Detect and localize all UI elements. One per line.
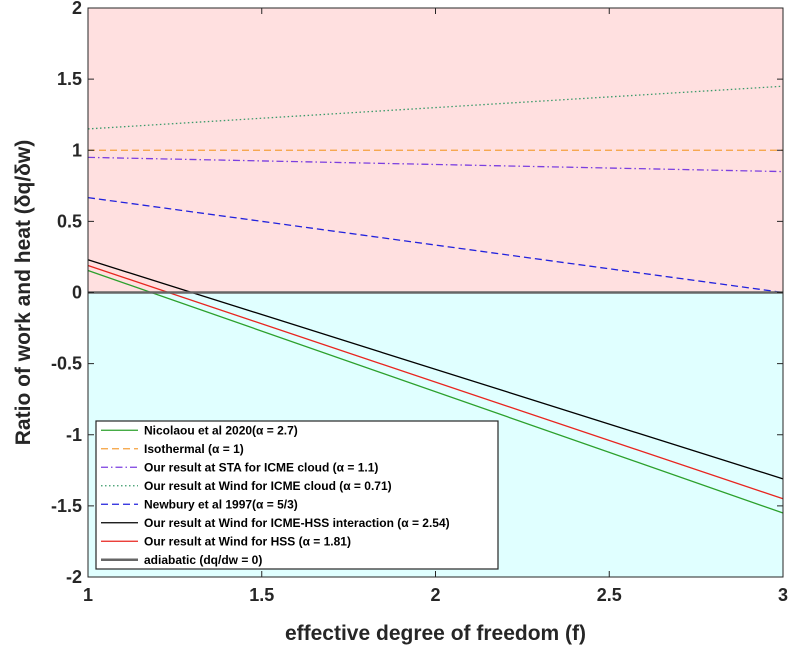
y-tick-label: 1.5: [57, 69, 82, 89]
series-line-0: [87, 269, 784, 514]
x-tick-label: 2.5: [597, 585, 622, 605]
axis-ticks: 1 1.5 2 2.5 3 -2 -1.5 -1 -0.5 0 0.5 1 1.5 2: [51, 0, 788, 605]
legend-label-1: Isothermal (α = 1): [144, 442, 244, 456]
series-line-5: [87, 259, 784, 480]
x-tick-label: 2: [430, 585, 440, 605]
legend-label-0: Nicolaou et al 2020(α = 2.7): [144, 423, 298, 437]
x-tick-label: 1.5: [249, 585, 274, 605]
y-tick-label: 1: [72, 140, 82, 160]
x-tick-label: 1: [83, 585, 93, 605]
y-tick-label: -0.5: [51, 354, 82, 374]
series-line-6: [87, 264, 784, 500]
series-lines: [87, 85, 784, 514]
legend-label-6: Our result at Wind for HSS (α = 1.81): [144, 534, 351, 548]
legend-box: [95, 420, 499, 570]
legend-label-7: adiabatic (dq/dw = 0): [144, 553, 262, 567]
x-axis-label: effective degree of freedom (f): [285, 622, 586, 645]
y-tick-label: 0.5: [57, 211, 82, 231]
legend-label-5: Our result at Wind for ICME-HSS interact…: [144, 516, 450, 530]
y-tick-label: -1: [66, 425, 82, 445]
y-tick-label: -1.5: [51, 496, 82, 516]
y-axis-label: Ratio of work and heat (δq/δw): [12, 140, 35, 445]
x-tick-label: 3: [778, 585, 788, 605]
y-tick-label: 2: [72, 0, 82, 18]
legend: Nicolaou et al 2020(α = 2.7) Isothermal (…: [95, 420, 499, 570]
y-tick-label: 0: [72, 283, 82, 303]
y-tick-label: -2: [66, 567, 82, 587]
series-line-4: [87, 196, 784, 294]
legend-label-3: Our result at Wind for ICME cloud (α = 0…: [144, 479, 392, 493]
series-line-3: [87, 85, 784, 130]
legend-label-2: Our result at STA for ICME cloud (α = 1.…: [144, 460, 378, 474]
legend-label-4: Newbury et al 1997(α = 5/3): [144, 497, 298, 511]
